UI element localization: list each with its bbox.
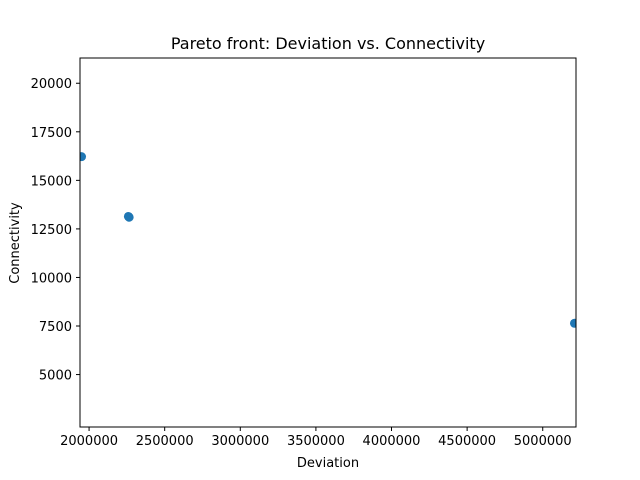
plot-frame [79,57,577,428]
y-tick-label: 10000 [31,271,72,286]
chart-title: Pareto front: Deviation vs. Connectivity [171,34,485,53]
x-tick-label: 3000000 [211,434,269,449]
y-tick-label: 5000 [39,369,72,384]
y-tick-label: 15000 [31,174,72,189]
y-tick-label: 20000 [31,77,72,92]
x-tick-label: 3500000 [287,434,345,449]
x-tick-label: 4500000 [438,434,496,449]
x-axis-label: Deviation [297,456,359,471]
y-tick-label: 7500 [39,320,72,335]
data-point-0 [80,152,87,162]
y-tick-label: 17500 [31,126,72,141]
data-point-2 [124,212,134,222]
x-tick-label: 2000000 [60,434,118,449]
y-tick-label: 12500 [31,223,72,238]
x-tick-label: 5000000 [514,434,572,449]
x-tick-label: 2500000 [136,434,194,449]
data-point-3 [569,318,576,328]
x-tick-label: 4000000 [363,434,421,449]
y-axis-label: Connectivity [8,202,23,284]
